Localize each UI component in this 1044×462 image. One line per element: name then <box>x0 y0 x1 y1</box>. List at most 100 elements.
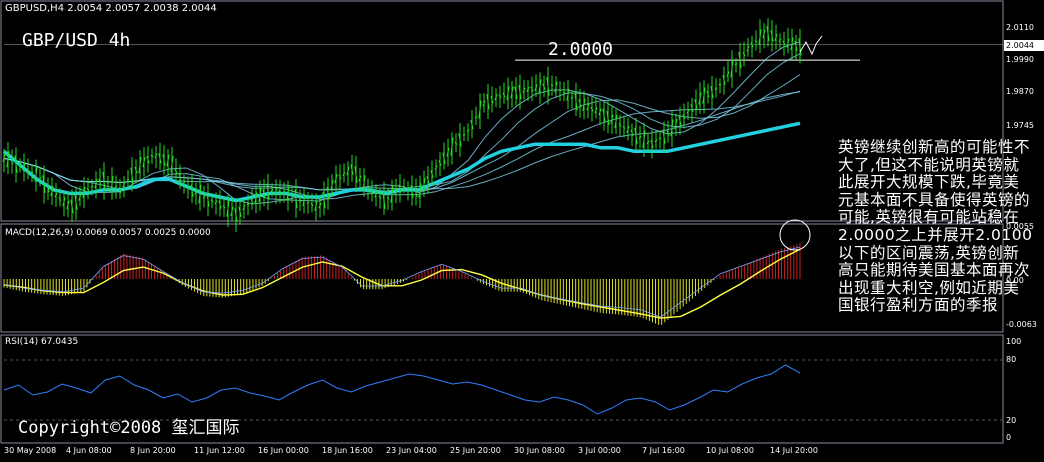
price-tick-label: 1.9745 <box>1006 121 1034 130</box>
candle-body <box>610 114 614 124</box>
candle-body <box>646 140 650 145</box>
candle-body <box>166 154 170 167</box>
candle-body <box>498 94 502 98</box>
candle-body <box>362 175 366 191</box>
candle-body <box>738 52 742 68</box>
candle-body <box>766 26 770 42</box>
candle-body <box>630 129 634 136</box>
candle-body <box>642 130 646 148</box>
candle-body <box>46 183 50 193</box>
candle-body <box>210 199 214 203</box>
candle-body <box>326 187 330 200</box>
candle-body <box>478 100 482 119</box>
price-panel-frame <box>0 0 1004 222</box>
candle-body <box>634 127 638 145</box>
candle-body <box>722 75 726 85</box>
candle-body <box>606 110 610 126</box>
macd-tick-label: -0.0063 <box>1006 320 1037 329</box>
commentary-text: 英镑继续创新高的可能性不大了,但这不能说明英镑就此展开大规模下跌,毕竟美元基本面… <box>838 138 1033 315</box>
candle-body <box>466 129 470 132</box>
macd-line <box>3 246 801 318</box>
candle-body <box>22 163 26 172</box>
candle-body <box>134 166 138 174</box>
candle-body <box>162 154 166 166</box>
candle-body <box>586 103 590 111</box>
candle-body <box>338 174 342 180</box>
candle-body <box>374 190 378 198</box>
candle-body <box>518 84 522 100</box>
candle-body <box>122 181 126 188</box>
candle-body <box>690 104 694 113</box>
rsi-tick-label: 80 <box>1006 355 1017 364</box>
candle-body <box>506 86 510 100</box>
candle-body <box>150 154 154 158</box>
candle-body <box>750 42 754 48</box>
candle-body <box>418 183 422 198</box>
candle-body <box>222 205 226 209</box>
candle-body <box>266 183 270 200</box>
candle-body <box>358 175 362 182</box>
candle-body <box>658 137 662 140</box>
ma-fan-line <box>3 41 801 205</box>
candle-body <box>322 191 326 209</box>
candle-body <box>54 193 58 198</box>
candle-body <box>190 184 194 197</box>
candle-body <box>178 172 182 182</box>
candle-body <box>426 176 430 184</box>
candle-body <box>698 92 702 105</box>
candle-body <box>94 178 98 189</box>
x-tick-label: 14 Jul 20:00 <box>770 446 818 455</box>
candle-body <box>90 185 94 188</box>
candle-body <box>686 109 690 114</box>
x-tick-label: 8 Jun 20:00 <box>130 446 176 455</box>
price-plot <box>2 18 1003 233</box>
candle-body <box>50 185 54 197</box>
candle-body <box>30 171 34 174</box>
candle-body <box>666 130 670 136</box>
candle-body <box>110 175 114 192</box>
candle-body <box>230 206 234 217</box>
candle-body <box>590 106 594 112</box>
candle-body <box>206 193 210 207</box>
rsi-line <box>3 364 801 415</box>
annotation-w <box>799 35 823 56</box>
candle-body <box>114 185 118 189</box>
candle-body <box>486 94 490 110</box>
candle-body <box>542 83 546 90</box>
x-tick-label: 10 Jul 08:00 <box>706 446 754 455</box>
x-tick-label: 23 Jun 04:00 <box>386 446 437 455</box>
candle-body <box>730 59 734 78</box>
candle-body <box>714 87 718 91</box>
candle-body <box>270 189 274 192</box>
copyright-text: Copyright©2008 玺汇国际 <box>18 418 240 438</box>
candle-body <box>258 187 262 203</box>
candle-body <box>470 119 474 130</box>
candle-body <box>6 151 10 168</box>
candle-body <box>770 30 774 42</box>
candle-body <box>334 174 338 184</box>
candle-body <box>502 92 506 98</box>
candle-body <box>510 86 514 99</box>
candle-body <box>138 157 142 174</box>
candle-body <box>482 100 486 107</box>
candle-body <box>42 175 46 194</box>
candle-body <box>530 86 534 92</box>
symbol-label: GBP/USD 4h <box>22 30 131 51</box>
candle-body <box>314 200 318 211</box>
current-price-tag: 2.0044 <box>1004 40 1044 51</box>
candle-body <box>386 197 390 200</box>
x-tick-label: 11 Jun 12:00 <box>194 446 245 455</box>
candle-body <box>754 40 758 43</box>
candle-body <box>146 155 150 164</box>
candle-body <box>354 166 358 183</box>
candle-body <box>378 195 382 199</box>
candle-body <box>250 198 254 205</box>
candle-body <box>310 203 314 207</box>
candle-body <box>218 200 222 209</box>
candle-body <box>706 91 710 98</box>
candle-body <box>594 107 598 114</box>
candle-body <box>778 38 782 42</box>
candle-body <box>678 116 682 126</box>
candle-body <box>282 190 286 195</box>
candle-body <box>82 186 86 199</box>
